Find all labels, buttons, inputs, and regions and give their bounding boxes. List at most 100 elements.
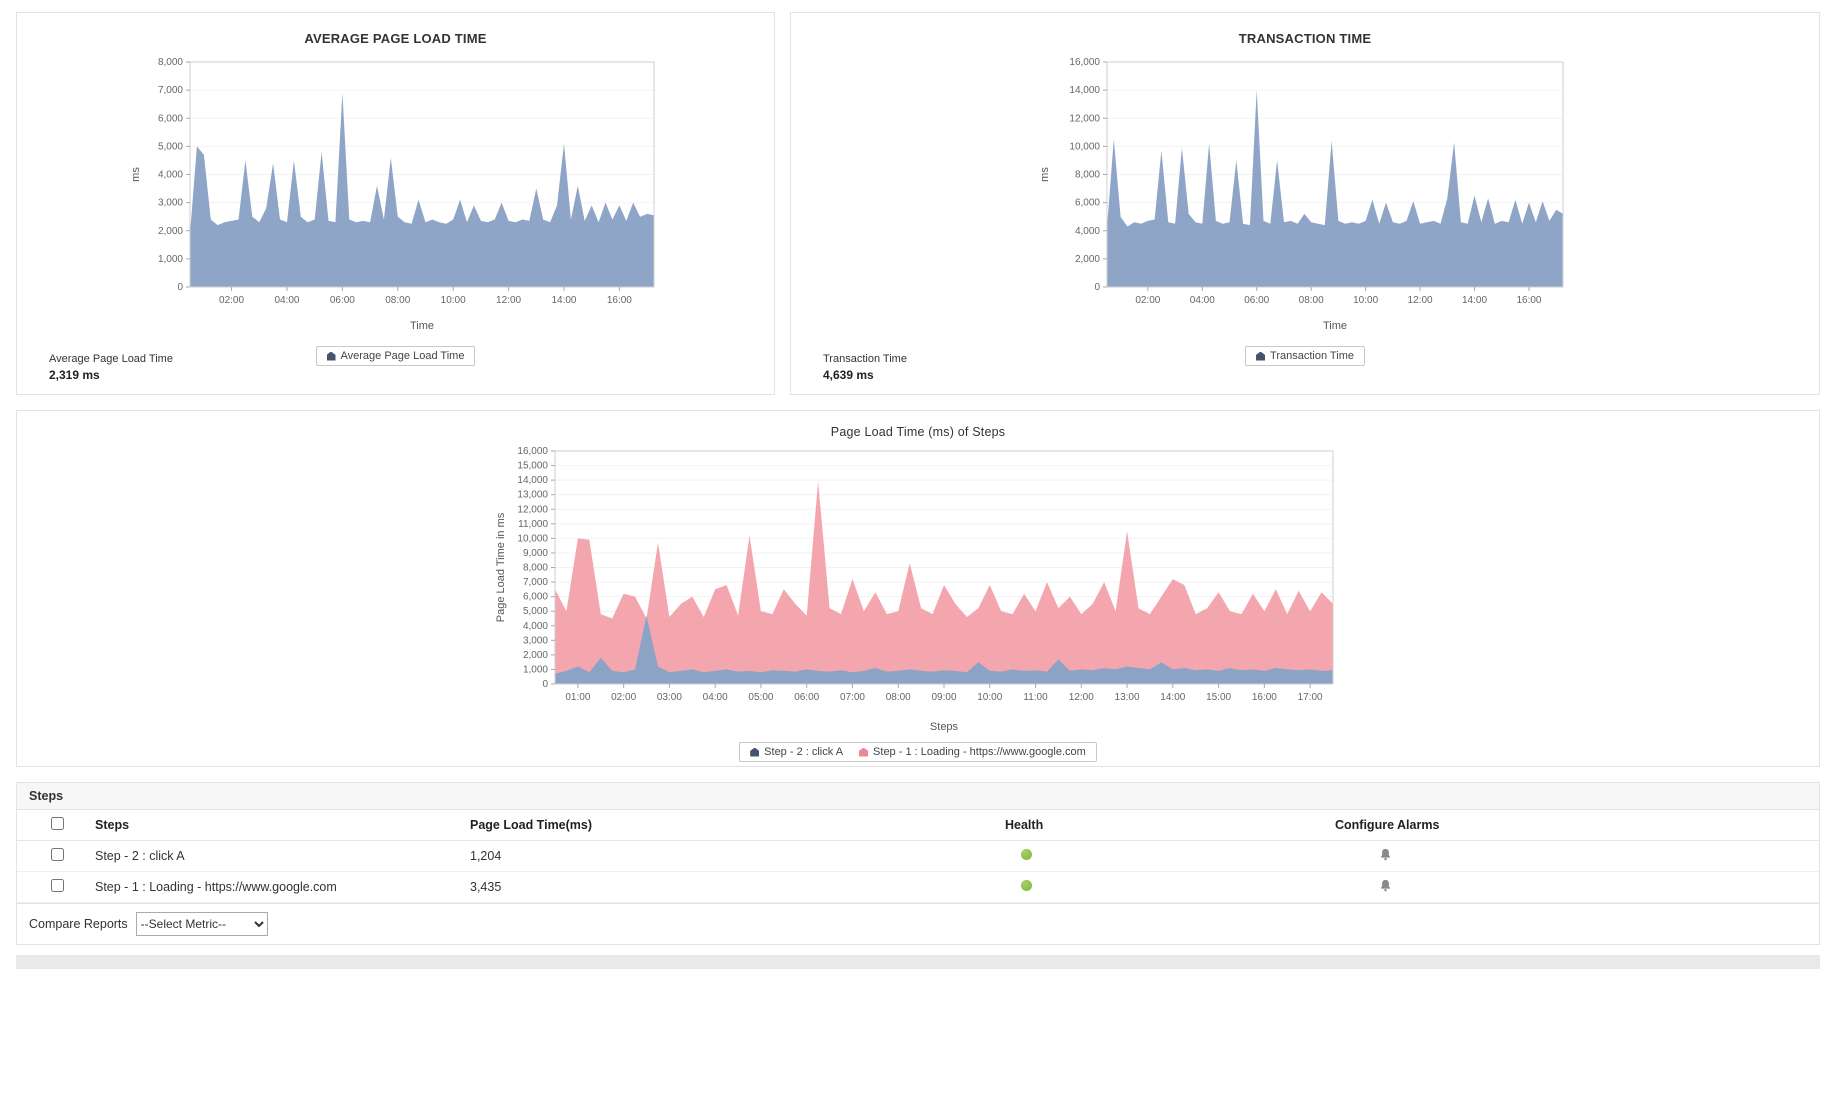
table-header-row: Steps Page Load Time(ms) Health Configur… — [17, 810, 1819, 841]
svg-text:1,000: 1,000 — [157, 254, 182, 265]
configure-alarm-bell-icon[interactable] — [1379, 847, 1392, 862]
svg-text:14:00: 14:00 — [1160, 692, 1185, 703]
row-checkbox[interactable] — [51, 848, 64, 861]
panel-average-page-load: AVERAGE PAGE LOAD TIME 0 1,000 2,000 3,000 4… — [16, 12, 775, 395]
step-name: Step - 1 : Loading - https://www.google.… — [87, 871, 462, 903]
svg-text:Page Load Time in ms: Page Load Time in ms — [495, 512, 507, 622]
svg-text:14:00: 14:00 — [1462, 295, 1487, 306]
chart-title-average-page-load: AVERAGE PAGE LOAD TIME — [304, 31, 487, 46]
svg-text:05:00: 05:00 — [748, 692, 773, 703]
svg-text:08:00: 08:00 — [886, 692, 911, 703]
svg-text:17:00: 17:00 — [1298, 692, 1323, 703]
svg-text:01:00: 01:00 — [565, 692, 590, 703]
panel-steps-page-load-chart: Page Load Time (ms) of Steps 0 1,000 2,000… — [16, 410, 1820, 767]
svg-text:09:00: 09:00 — [931, 692, 956, 703]
step-page-load-time: 1,204 — [462, 840, 997, 872]
svg-text:04:00: 04:00 — [274, 295, 299, 306]
health-status-dot-icon — [1021, 849, 1032, 860]
svg-text:6,000: 6,000 — [523, 592, 548, 603]
svg-text:11,000: 11,000 — [518, 519, 548, 530]
legend-average-page-load: Average Page Load Time — [315, 346, 476, 366]
row-checkbox[interactable] — [51, 879, 64, 892]
svg-text:10:00: 10:00 — [440, 295, 465, 306]
legend-item: Average Page Load Time — [326, 350, 465, 362]
legend-transaction-time: Transaction Time — [1245, 346, 1365, 366]
legend-label: Average Page Load Time — [340, 350, 465, 362]
svg-text:3,000: 3,000 — [523, 635, 548, 646]
legend-steps-chart: Step - 2 : click A Step - 1 : Loading - … — [739, 742, 1097, 762]
svg-text:04:00: 04:00 — [1190, 295, 1215, 306]
svg-text:16:00: 16:00 — [1252, 692, 1277, 703]
transaction-time-chart: 0 2,000 4,000 6,000 8,000 10,000 12,000 14,000 1… — [1039, 57, 1564, 332]
health-status-dot-icon — [1021, 880, 1032, 891]
svg-text:7,000: 7,000 — [523, 577, 548, 588]
svg-text:7,000: 7,000 — [157, 85, 182, 96]
svg-text:0: 0 — [542, 679, 548, 690]
svg-text:4,000: 4,000 — [523, 621, 548, 632]
compare-reports-label: Compare Reports — [29, 917, 128, 931]
summary-label: Average Page Load Time — [49, 353, 173, 365]
svg-text:12:00: 12:00 — [1408, 295, 1433, 306]
chart-title-transaction-time: TRANSACTION TIME — [1238, 31, 1372, 46]
chart-title-steps: Page Load Time (ms) of Steps — [830, 425, 1006, 439]
svg-text:11:00: 11:00 — [1023, 692, 1048, 703]
horizontal-scrollbar-track[interactable] — [16, 955, 1820, 969]
svg-text:02:00: 02:00 — [219, 295, 244, 306]
svg-text:15,000: 15,000 — [517, 461, 548, 472]
steps-table: Steps Page Load Time(ms) Health Configur… — [17, 810, 1819, 903]
column-header-configure-alarms: Configure Alarms — [1327, 810, 1819, 841]
svg-text:Time: Time — [409, 320, 433, 332]
svg-text:08:00: 08:00 — [385, 295, 410, 306]
svg-text:0: 0 — [177, 282, 183, 293]
svg-text:16:00: 16:00 — [1516, 295, 1541, 306]
svg-text:12,000: 12,000 — [517, 504, 548, 515]
svg-text:02:00: 02:00 — [611, 692, 636, 703]
svg-text:5,000: 5,000 — [523, 606, 548, 617]
svg-text:16,000: 16,000 — [1069, 57, 1100, 68]
svg-text:04:00: 04:00 — [703, 692, 728, 703]
svg-text:15:00: 15:00 — [1206, 692, 1231, 703]
svg-text:16,000: 16,000 — [517, 446, 548, 457]
series-marker-icon — [1256, 351, 1266, 361]
column-header-health: Health — [997, 810, 1327, 841]
svg-text:8,000: 8,000 — [157, 57, 182, 68]
series-marker-icon — [859, 747, 869, 757]
column-header-page-load-time: Page Load Time(ms) — [462, 810, 997, 841]
svg-text:12:00: 12:00 — [496, 295, 521, 306]
svg-text:6,000: 6,000 — [1075, 198, 1100, 209]
svg-text:06:00: 06:00 — [794, 692, 819, 703]
svg-text:8,000: 8,000 — [1075, 170, 1100, 181]
svg-text:06:00: 06:00 — [329, 295, 354, 306]
svg-text:6,000: 6,000 — [157, 113, 182, 124]
svg-text:13,000: 13,000 — [517, 490, 548, 501]
svg-text:03:00: 03:00 — [657, 692, 682, 703]
table-row: Step - 1 : Loading - https://www.google.… — [17, 871, 1819, 903]
legend-item: Step - 1 : Loading - https://www.google.… — [859, 746, 1086, 758]
configure-alarm-bell-icon[interactable] — [1379, 878, 1392, 893]
svg-text:10,000: 10,000 — [517, 533, 548, 544]
svg-text:06:00: 06:00 — [1244, 295, 1269, 306]
svg-text:2,000: 2,000 — [1075, 254, 1100, 265]
svg-text:ms: ms — [1039, 167, 1051, 182]
svg-text:10,000: 10,000 — [1069, 141, 1100, 152]
svg-text:2,000: 2,000 — [157, 226, 182, 237]
svg-text:1,000: 1,000 — [523, 664, 548, 675]
step-page-load-time: 3,435 — [462, 871, 997, 903]
steps-section-title: Steps — [17, 783, 1819, 810]
svg-text:2,000: 2,000 — [523, 650, 548, 661]
svg-text:8,000: 8,000 — [523, 563, 548, 574]
summary-average-page-load: Average Page Load Time 2,319 ms — [49, 353, 173, 382]
series-marker-icon — [750, 747, 760, 757]
legend-label: Transaction Time — [1270, 350, 1354, 362]
legend-label: Step - 1 : Loading - https://www.google.… — [873, 746, 1086, 758]
metric-select[interactable]: --Select Metric-- — [135, 912, 268, 936]
svg-text:14:00: 14:00 — [551, 295, 576, 306]
svg-text:ms: ms — [130, 167, 142, 182]
svg-text:10:00: 10:00 — [1353, 295, 1378, 306]
svg-text:13:00: 13:00 — [1115, 692, 1140, 703]
svg-text:5,000: 5,000 — [157, 141, 182, 152]
svg-text:08:00: 08:00 — [1299, 295, 1324, 306]
svg-text:16:00: 16:00 — [606, 295, 631, 306]
steps-table-section: Steps Steps Page Load Time(ms) Health Co… — [16, 782, 1820, 945]
select-all-checkbox[interactable] — [51, 817, 64, 830]
